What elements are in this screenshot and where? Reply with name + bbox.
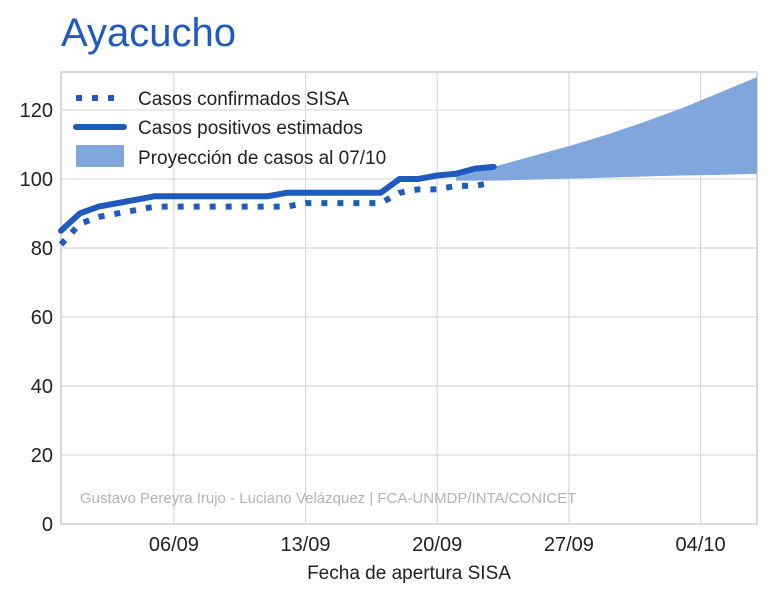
projection-band-layer bbox=[456, 77, 757, 181]
x-tick-label: 04/10 bbox=[676, 534, 726, 556]
x-tick-label: 06/09 bbox=[149, 534, 199, 556]
legend-label-confirmed: Casos confirmados SISA bbox=[138, 89, 350, 110]
y-tick-label: 60 bbox=[31, 307, 53, 329]
y-tick-label: 80 bbox=[31, 238, 53, 260]
x-tick-label: 27/09 bbox=[544, 534, 594, 556]
tick-labels: 06/09 13/09 20/09 27/09 04/10 0 20 40 60 80 100 120 bbox=[20, 100, 726, 556]
x-tick-label: 20/09 bbox=[412, 534, 462, 556]
y-tick-label: 20 bbox=[31, 445, 53, 467]
confirmed-cases-line bbox=[58, 179, 495, 247]
grid bbox=[61, 72, 757, 525]
y-tick-label: 0 bbox=[42, 514, 53, 536]
watermark: Gustavo Pereyra Irujo - Luciano Velázque… bbox=[80, 490, 576, 507]
legend: Casos confirmados SISA Casos positivos e… bbox=[73, 89, 386, 169]
estimated-cases-line bbox=[58, 163, 497, 234]
legend-label-projection: Proyección de casos al 07/10 bbox=[138, 148, 386, 169]
x-axis-label: Fecha de apertura SISA bbox=[307, 563, 511, 584]
x-tick-label: 13/09 bbox=[281, 534, 331, 556]
y-tick-label: 120 bbox=[20, 100, 53, 122]
projection-band bbox=[456, 77, 757, 181]
legend-swatch-projection bbox=[76, 145, 124, 167]
series-line-layer bbox=[58, 163, 497, 247]
chart-title: Ayacucho bbox=[61, 11, 236, 55]
legend-label-estimated: Casos positivos estimados bbox=[138, 118, 363, 139]
y-tick-label: 40 bbox=[31, 376, 53, 398]
y-tick-label: 100 bbox=[20, 169, 53, 191]
